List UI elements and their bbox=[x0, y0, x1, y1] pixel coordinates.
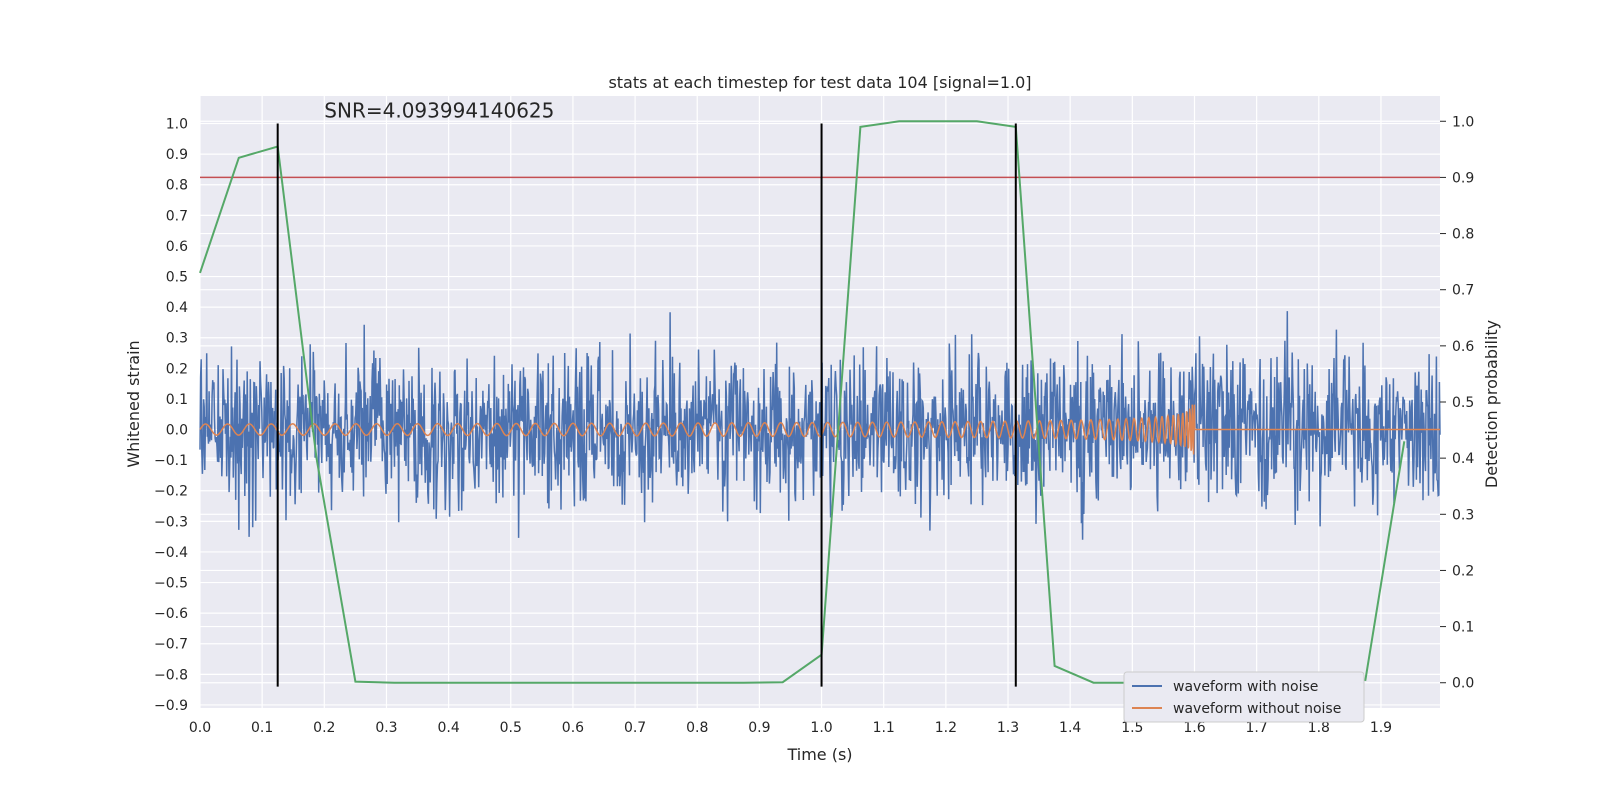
series-noise-line bbox=[199, 311, 1441, 540]
y-tick-label: 0.2 bbox=[166, 361, 188, 377]
y-right-tick-label: 0.3 bbox=[1452, 507, 1474, 523]
y-right-tick-label: 0.9 bbox=[1452, 170, 1474, 186]
y-tick-label: −0.9 bbox=[154, 698, 188, 714]
y-right-tick-label: 0.7 bbox=[1452, 283, 1474, 299]
x-tick-label: 0.6 bbox=[562, 720, 584, 736]
y-right-tick-label: 0.1 bbox=[1452, 620, 1474, 636]
y-right-tick-labels: 1.0 0.9 0.8 0.7 0.6 0.5 0.4 0.3 0.2 0.1 0.0 bbox=[1440, 114, 1474, 692]
y-axis-title: Whitened strain bbox=[124, 340, 143, 467]
x-tick-labels: 0.0 0.1 0.2 0.3 0.4 0.5 0.6 0.7 0.8 0.9 1.0 1.1 1.2 1… bbox=[189, 720, 1392, 736]
chart-title: stats at each timestep for test data 104… bbox=[608, 73, 1031, 92]
y-tick-labels: 1.0 0.9 0.8 0.7 0.6 0.5 0.4 0.3 0.2 0.1 0.0 −0.1 −0.… bbox=[154, 117, 188, 714]
x-tick-label: 0.0 bbox=[189, 720, 211, 736]
y-tick-label: 1.0 bbox=[166, 117, 188, 133]
x-tick-label: 0.9 bbox=[748, 720, 770, 736]
x-axis-title: Time (s) bbox=[786, 745, 852, 764]
y-tick-label: −0.7 bbox=[154, 637, 188, 653]
y-tick-label: −0.8 bbox=[154, 667, 188, 683]
legend-label-noise: waveform with noise bbox=[1173, 679, 1318, 695]
y-tick-label: 0.8 bbox=[166, 178, 188, 194]
x-tick-label: 1.5 bbox=[1121, 720, 1143, 736]
y-right-tick-label: 0.8 bbox=[1452, 227, 1474, 243]
y-tick-label: −0.6 bbox=[154, 606, 188, 622]
x-tick-label: 1.4 bbox=[1059, 720, 1081, 736]
y-right-tick-label: 0.2 bbox=[1452, 563, 1474, 579]
y-tick-label: −0.1 bbox=[154, 453, 188, 469]
x-tick-label: 0.2 bbox=[313, 720, 335, 736]
legend-box bbox=[1123, 671, 1365, 723]
x-tick-label: 1.9 bbox=[1370, 720, 1392, 736]
x-tick-label: 0.5 bbox=[500, 720, 522, 736]
x-tick-label: 0.1 bbox=[251, 720, 273, 736]
x-tick-label: 0.7 bbox=[624, 720, 646, 736]
y-right-tick-label: 0.5 bbox=[1452, 395, 1474, 411]
y-tick-label: −0.2 bbox=[154, 484, 188, 500]
y-tick-label: −0.5 bbox=[154, 576, 188, 592]
y-tick-label: −0.3 bbox=[154, 514, 188, 530]
x-tick-label: 0.4 bbox=[437, 720, 459, 736]
y-tick-label: 0.9 bbox=[166, 147, 188, 163]
x-tick-label: 0.8 bbox=[686, 720, 708, 736]
y-tick-label: 0.4 bbox=[166, 300, 188, 316]
y-tick-label: 0.1 bbox=[166, 392, 188, 408]
x-tick-label: 1.8 bbox=[1308, 720, 1330, 736]
y-tick-label: 0.7 bbox=[166, 208, 188, 224]
x-tick-label: 1.2 bbox=[935, 720, 957, 736]
series-chirp-line bbox=[199, 404, 1440, 455]
y-right-tick-label: 1.0 bbox=[1452, 114, 1474, 130]
vline-layer bbox=[276, 123, 1017, 687]
y-tick-label: 0.6 bbox=[166, 239, 188, 255]
y-right-tick-label: 0.0 bbox=[1452, 676, 1474, 692]
legend: waveform with noise waveform without noi… bbox=[1123, 671, 1365, 723]
x-tick-label: 1.1 bbox=[873, 720, 895, 736]
y-right-axis-title: Detection probability bbox=[1482, 320, 1501, 488]
x-tick-label: 0.3 bbox=[375, 720, 397, 736]
x-tick-label: 1.6 bbox=[1183, 720, 1205, 736]
x-tick-label: 1.0 bbox=[810, 720, 832, 736]
y-tick-label: 0.5 bbox=[166, 270, 188, 286]
x-tick-label: 1.3 bbox=[997, 720, 1019, 736]
x-tick-label: 1.7 bbox=[1246, 720, 1268, 736]
y-tick-label: 0.0 bbox=[166, 423, 188, 439]
y-right-tick-label: 0.4 bbox=[1452, 451, 1474, 467]
y-tick-label: 0.3 bbox=[166, 331, 188, 347]
snr-annotation: SNR=4.093994140625 bbox=[324, 98, 554, 122]
y-right-tick-label: 0.6 bbox=[1452, 339, 1474, 355]
legend-label-clean: waveform without noise bbox=[1173, 701, 1341, 717]
y-tick-label: −0.4 bbox=[154, 545, 188, 561]
